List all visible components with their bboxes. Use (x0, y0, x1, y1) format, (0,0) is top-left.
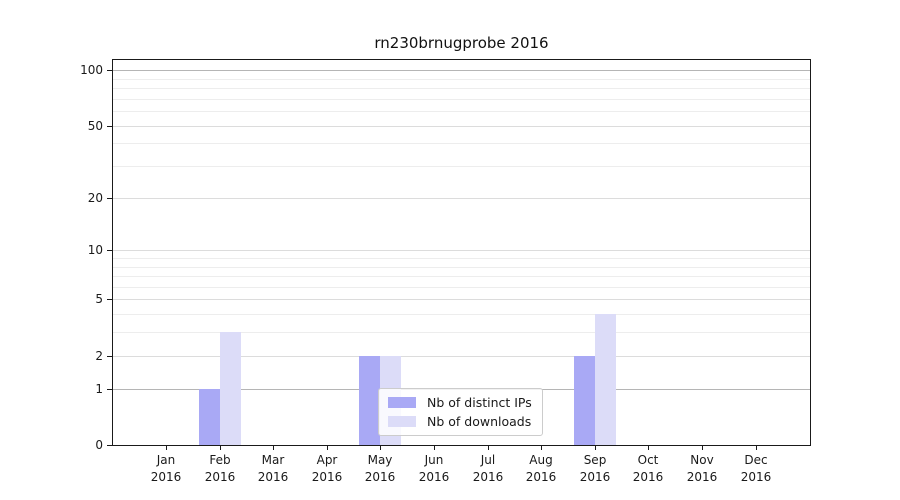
legend-swatch-distinct-ips-icon (388, 397, 416, 408)
x-tick-month: Feb (209, 453, 231, 467)
y-tick-label: 1 (95, 382, 103, 396)
y-tick-label: 2 (95, 349, 103, 363)
x-tick-year: 2016 (686, 470, 718, 484)
minor-gridline (113, 143, 810, 144)
x-tick-year: 2016 (257, 470, 289, 484)
bar-downloads (595, 314, 616, 445)
legend-item-downloads: Nb of downloads (388, 414, 532, 429)
y-tick-label: 100 (80, 63, 103, 77)
x-tick-label: Jul 2016 (460, 452, 516, 486)
x-tick-mark (434, 446, 435, 450)
x-tick-label: Sep 2016 (567, 452, 623, 486)
x-tick-label: May 2016 (352, 452, 408, 486)
y-tick-label: 50 (87, 119, 103, 133)
minor-gridline (113, 276, 810, 277)
major-gridline (113, 70, 810, 71)
x-tick-year: 2016 (418, 470, 450, 484)
x-tick-label: Jan 2016 (138, 452, 194, 486)
x-tick-mark (756, 446, 757, 450)
minor-gridline (113, 332, 810, 333)
minor-gridline (113, 79, 810, 80)
y-tick-mark (107, 126, 112, 127)
minor-gridline (113, 258, 810, 259)
x-tick-month: Aug (529, 453, 553, 467)
x-tick-year: 2016 (525, 470, 557, 484)
bar-distinct-ips (574, 356, 595, 445)
minor-gridline (113, 287, 810, 288)
bar-distinct-ips (199, 389, 220, 445)
minor-gridline (113, 99, 810, 100)
x-tick-label: Jun 2016 (406, 452, 462, 486)
y-tick-mark (107, 250, 112, 251)
major-gridline (113, 250, 810, 251)
legend-item-distinct-ips: Nb of distinct IPs (388, 395, 532, 410)
x-tick-month: May (367, 453, 393, 467)
major-gridline (113, 126, 810, 127)
y-tick-mark (107, 299, 112, 300)
x-tick-month: Nov (690, 453, 714, 467)
x-tick-month: Mar (261, 453, 285, 467)
x-tick-year: 2016 (740, 470, 772, 484)
major-gridline (113, 356, 810, 357)
x-tick-year: 2016 (311, 470, 343, 484)
y-tick-label: 0 (95, 438, 103, 452)
legend-label-distinct-ips: Nb of distinct IPs (427, 395, 532, 410)
x-tick-month: Jun (424, 453, 444, 467)
x-tick-label: Apr 2016 (299, 452, 355, 486)
major-gridline (113, 198, 810, 199)
x-tick-mark (327, 446, 328, 450)
y-tick-label: 5 (95, 292, 103, 306)
bar-distinct-ips (359, 356, 380, 445)
major-gridline (113, 299, 810, 300)
minor-gridline (113, 111, 810, 112)
y-tick-mark (107, 389, 112, 390)
x-tick-mark (541, 446, 542, 450)
x-tick-year: 2016 (364, 470, 396, 484)
x-tick-month: Jul (480, 453, 496, 467)
minor-gridline (113, 88, 810, 89)
x-tick-month: Sep (583, 453, 607, 467)
x-tick-month: Apr (316, 453, 338, 467)
x-tick-year: 2016 (204, 470, 236, 484)
x-tick-month: Jan (156, 453, 176, 467)
x-tick-year: 2016 (150, 470, 182, 484)
x-tick-label: Feb 2016 (192, 452, 248, 486)
x-tick-year: 2016 (579, 470, 611, 484)
x-tick-mark (166, 446, 167, 450)
x-tick-mark (220, 446, 221, 450)
chart-title: rn230brnugprobe 2016 (374, 34, 549, 52)
x-tick-label: Aug 2016 (513, 452, 569, 486)
x-tick-year: 2016 (632, 470, 664, 484)
x-tick-mark (648, 446, 649, 450)
x-tick-month: Dec (744, 453, 768, 467)
legend-label-downloads: Nb of downloads (427, 414, 532, 429)
x-tick-mark (380, 446, 381, 450)
plot-area (112, 59, 811, 446)
x-tick-mark (488, 446, 489, 450)
minor-gridline (113, 314, 810, 315)
x-tick-mark (273, 446, 274, 450)
y-tick-mark (107, 445, 112, 446)
minor-gridline (113, 267, 810, 268)
y-tick-mark (107, 198, 112, 199)
x-tick-label: Oct 2016 (620, 452, 676, 486)
y-tick-mark (107, 356, 112, 357)
legend-swatch-downloads-icon (388, 416, 416, 427)
y-tick-mark (107, 70, 112, 71)
bar-downloads (220, 332, 241, 445)
x-tick-label: Mar 2016 (245, 452, 301, 486)
y-tick-label: 20 (87, 191, 103, 205)
x-tick-label: Nov 2016 (674, 452, 730, 486)
legend: Nb of distinct IPs Nb of downloads (378, 388, 543, 436)
x-tick-mark (702, 446, 703, 450)
x-tick-month: Oct (637, 453, 659, 467)
minor-gridline (113, 166, 810, 167)
x-tick-year: 2016 (472, 470, 504, 484)
x-tick-label: Dec 2016 (728, 452, 784, 486)
x-tick-mark (595, 446, 596, 450)
y-tick-label: 10 (87, 243, 103, 257)
